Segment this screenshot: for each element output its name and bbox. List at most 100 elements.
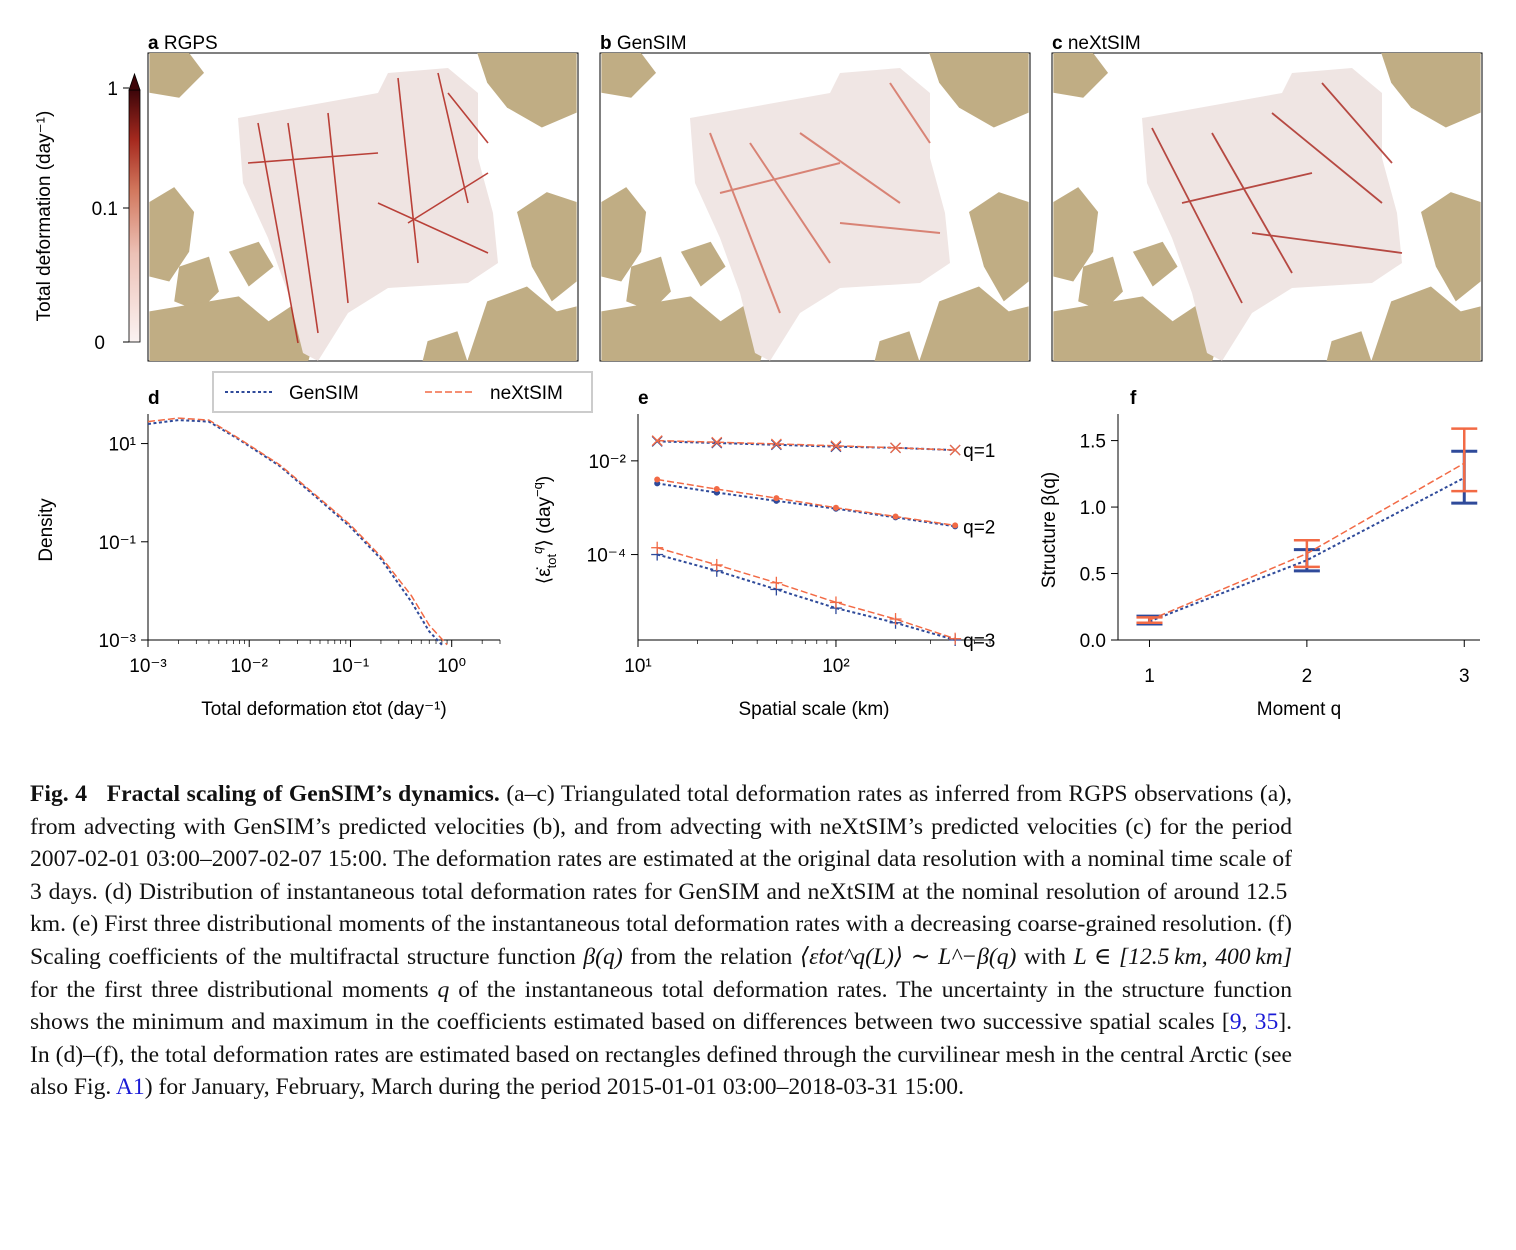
panel-e-moments-chart: e 10¹ 10² 10⁻² 10⁻⁴ q=1 q=2 q=3 Spatial scale… — [530, 388, 995, 720]
legend-nextsim-label: neXtSIM — [490, 383, 563, 404]
panel-d-x-tick-label: 10⁻¹ — [332, 656, 370, 677]
panel-d-y-tick-label: 10¹ — [109, 435, 136, 456]
caption-label: Fig. 4 — [30, 781, 88, 807]
panel-f-y-tick-label: 1.5 — [1080, 432, 1106, 453]
panel-d-series-gensim — [147, 419, 443, 646]
panel-c-nextsim-map: c neXtSIM — [1051, 33, 1483, 362]
panel-d-x-tick-label: 10⁻² — [230, 656, 268, 677]
panel-d-y-tick-label: 10⁻³ — [99, 631, 137, 652]
legend: GenSIM neXtSIM — [212, 371, 593, 413]
caption-text-2: from the relation — [630, 943, 793, 970]
svg-text:c neXtSIM: c neXtSIM — [1052, 33, 1141, 54]
panel-d-letter: d — [148, 388, 160, 409]
caption-title: Fractal scaling of GenSIM’s dynamics. — [106, 781, 500, 807]
colorbar-tick-0-1: 0.1 — [92, 199, 118, 220]
panel-e-y-tick-label: 10⁻⁴ — [587, 546, 626, 567]
panel-f-x-tick-label: 1 — [1144, 666, 1155, 687]
panel-e-marker — [892, 513, 899, 520]
panel-c-title: neXtSIM — [1068, 33, 1141, 54]
panel-e-marker — [713, 486, 720, 493]
panel-f-errorbar-nextsim — [1136, 616, 1163, 624]
panel-e-y-tick-label: 10⁻² — [589, 452, 627, 473]
panel-f-y-tick-label: 0.0 — [1080, 631, 1106, 652]
caption-text-6: ]. In (d)–(f), the total deformation rat… — [30, 1009, 1292, 1101]
panel-d-x-tick-label: 10⁰ — [437, 656, 466, 677]
panel-e-letter: e — [638, 388, 649, 409]
svg-text:b GenSIM: b GenSIM — [600, 33, 687, 54]
panel-f-letter: f — [1130, 388, 1137, 409]
panel-c-letter: c — [1052, 33, 1063, 54]
panel-e-marker — [830, 441, 842, 453]
panel-e-series-nextsim-q=3 — [656, 546, 956, 640]
caption-text-1: (a–c) Triangulated total deformation rat… — [30, 781, 1292, 970]
figure-caption: Fig. 4 Fractal scaling of GenSIM’s dynam… — [30, 778, 1292, 1104]
panel-e-annotation: q=1 — [963, 441, 995, 462]
panel-d-x-label: Total deformation ε̇tot (day⁻¹) — [201, 699, 447, 720]
panel-e-marker — [770, 438, 782, 450]
panel-e-x-label: Spatial scale (km) — [739, 699, 890, 720]
panel-f-x-label: Moment q — [1257, 699, 1341, 720]
legend-gensim-label: GenSIM — [289, 383, 359, 404]
panel-e-marker — [832, 504, 839, 511]
panel-b-letter: b — [600, 33, 612, 54]
panel-e-marker — [711, 436, 723, 448]
panel-e-annotation: q=2 — [963, 517, 995, 538]
panel-e-marker — [651, 541, 664, 554]
panel-e-marker — [949, 632, 962, 645]
panel-a-rgps-map: a RGPS — [147, 33, 579, 362]
caption-beta: β(q) — [583, 943, 623, 970]
colorbar: 1 0.1 0 Total deformation (day⁻¹) — [34, 72, 141, 354]
caption-ref-a1[interactable]: A1 — [115, 1074, 145, 1101]
panel-e-marker — [773, 495, 780, 502]
panel-e-x-tick-label: 10² — [822, 656, 849, 677]
panel-e-series-gensim-q=1 — [657, 440, 956, 452]
panel-e-marker — [890, 442, 902, 454]
panel-e-x-tick-label: 10¹ — [624, 656, 651, 677]
caption-ref-35[interactable]: 35 — [1254, 1009, 1279, 1036]
colorbar-tick-1: 1 — [107, 79, 118, 100]
caption-q: q — [437, 976, 450, 1003]
panel-d-y-tick-label: 10⁻¹ — [99, 533, 137, 554]
panel-e-marker — [770, 576, 783, 589]
panel-e-marker — [654, 476, 661, 483]
panel-d-density-chart: d 10⁻³ 10⁻² 10⁻¹ 10⁰ 10¹ 10⁻¹ 10⁻³ Total defor… — [36, 388, 501, 720]
colorbar-label: Total deformation (day⁻¹) — [34, 111, 55, 322]
caption-text-7: ) for January, February, March during th… — [144, 1074, 964, 1101]
panel-f-y-label: Structure β(q) — [1039, 472, 1060, 589]
panel-e-marker — [829, 596, 842, 609]
panel-f-structure-chart: f 1 2 3 0.0 0.5 1.0 1.5 Moment q Structure β(q… — [1039, 388, 1480, 720]
caption-range: L ∈ [12.5 km, 400 km] — [1073, 943, 1293, 970]
panel-d-y-label: Density — [36, 498, 57, 562]
panel-e-series-gensim-q=3 — [656, 553, 956, 641]
panel-e-series-nextsim-q=2 — [657, 478, 956, 527]
caption-text-4: for the first three distributional momen… — [30, 976, 429, 1003]
panel-f-y-tick-label: 1.0 — [1080, 498, 1106, 519]
panel-e-marker — [651, 435, 663, 447]
panel-f-errorbar-nextsim — [1293, 539, 1320, 569]
panel-e-marker — [949, 444, 961, 456]
colorbar-tick-0: 0 — [94, 333, 105, 354]
panel-b-title: GenSIM — [617, 33, 687, 54]
panel-e-marker — [952, 522, 959, 529]
panel-f-x-tick-label: 3 — [1459, 666, 1470, 687]
panel-e-marker — [830, 440, 842, 452]
panel-e-marker — [889, 613, 902, 626]
panel-e-marker — [710, 558, 723, 571]
svg-text:a RGPS: a RGPS — [148, 33, 218, 54]
figure-4: a RGPS b GenSIM c neXtSIM 1 0.1 0 Total … — [34, 33, 1483, 720]
panel-f-y-tick-label: 0.5 — [1080, 565, 1106, 586]
panel-e-y-label: ⟨ε̇totq⟩ (day−q) — [530, 476, 559, 584]
caption-ref-sep: , — [1241, 1009, 1255, 1036]
panel-b-gensim-map: b GenSIM — [599, 33, 1031, 362]
panel-d-series-nextsim — [147, 417, 448, 646]
caption-text-5: of the instantaneous total deformation r… — [30, 976, 1292, 1036]
caption-text-3: with — [1024, 943, 1066, 970]
caption-ref-9[interactable]: 9 — [1229, 1009, 1242, 1036]
panel-f-x-tick-label: 2 — [1302, 666, 1313, 687]
caption-relation: ⟨ε̇tot^q(L)⟩ ∼ L^−β(q) — [799, 943, 1017, 970]
panel-e-annotation: q=3 — [963, 631, 995, 652]
panel-a-letter: a — [148, 33, 159, 54]
panel-d-x-tick-label: 10⁻³ — [129, 656, 167, 677]
panel-e-series-gensim-q=2 — [657, 482, 956, 528]
panel-f-series-gensim — [1149, 476, 1465, 623]
